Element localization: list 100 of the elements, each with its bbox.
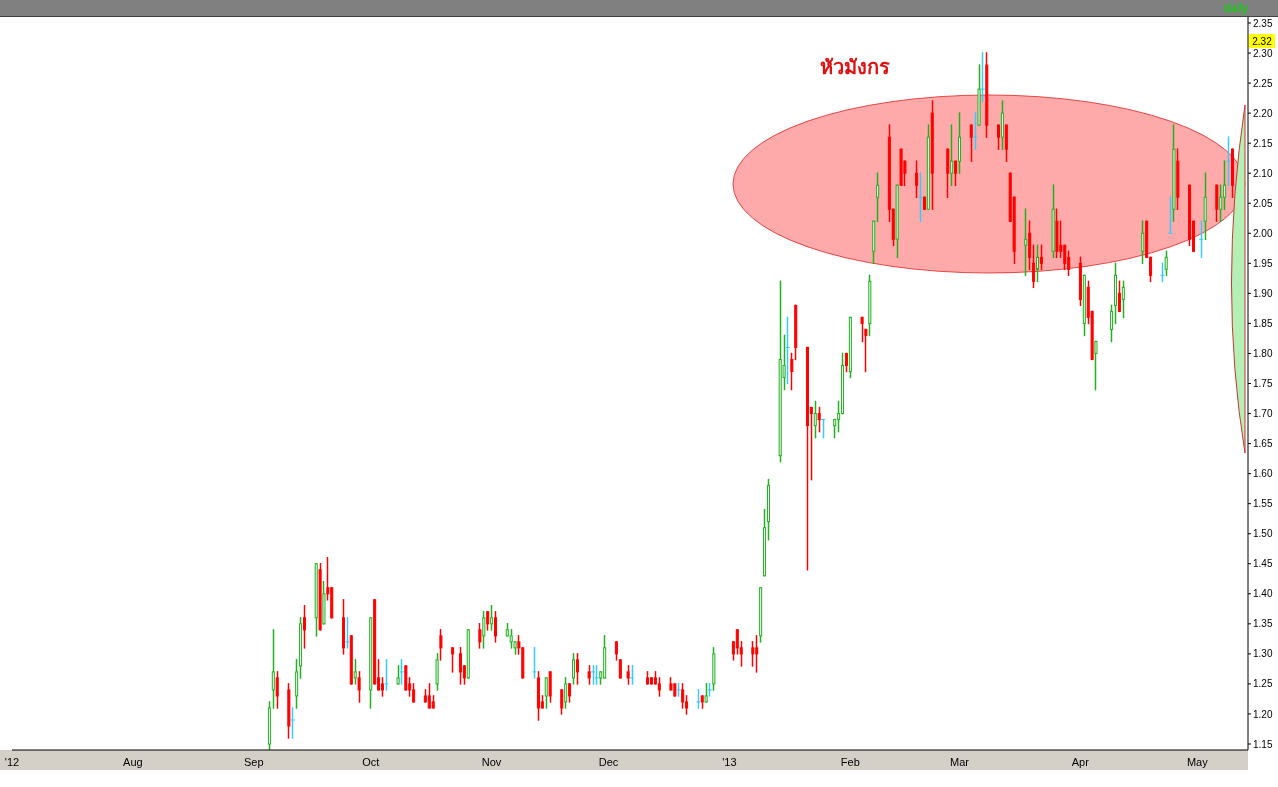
x-tick-label: May (1186, 755, 1209, 768)
candlestick (427, 683, 431, 709)
candlestick (1121, 280, 1125, 319)
candlestick (1094, 340, 1098, 391)
candlestick (1110, 304, 1114, 343)
candlestick (820, 418, 826, 439)
y-tick-label: 2.25 (1253, 77, 1273, 89)
candlestick (587, 665, 591, 685)
candlestick (1036, 244, 1039, 283)
candlestick (695, 689, 701, 709)
candlestick (478, 623, 482, 649)
x-tick-label: Apr (1071, 755, 1090, 768)
x-tick-label: Dec (598, 755, 619, 768)
candlestick (626, 665, 630, 685)
candlestick (650, 677, 653, 685)
candlestick (1063, 244, 1067, 271)
x-tick-label: Aug (123, 755, 143, 768)
y-tick-label: 1.50 (1253, 528, 1273, 540)
candlestick (486, 611, 490, 631)
x-tick-label: Sep (243, 755, 264, 768)
y-tick-label: 1.60 (1253, 468, 1273, 480)
candlestick (357, 671, 361, 703)
candlestick (572, 653, 576, 685)
candlestick (575, 653, 579, 685)
candlestick (844, 352, 848, 373)
chart-subtitle: daily (1223, 1, 1248, 15)
candlestick (735, 629, 739, 655)
candlestick (271, 629, 275, 709)
candlestick (972, 112, 978, 150)
annotation: 2.32 (1252, 35, 1273, 47)
candlestick (1113, 262, 1117, 325)
candlestick (1198, 220, 1204, 259)
y-tick-label: 1.20 (1253, 708, 1273, 720)
x-tick-label: '13 (722, 755, 737, 768)
candlestick (290, 707, 296, 739)
y-tick-label: 2.30 (1253, 47, 1273, 59)
y-tick-label: 2.00 (1253, 227, 1273, 239)
candlestick (790, 352, 794, 391)
candlestick (396, 665, 400, 685)
candlestick (980, 52, 986, 102)
y-tick-label: 1.35 (1253, 618, 1273, 630)
candlestick (383, 659, 389, 691)
candlestick (785, 316, 791, 385)
candlestick (399, 659, 405, 685)
x-tick-label: Feb (840, 755, 860, 768)
candlestick (954, 160, 958, 186)
candlestick (490, 605, 494, 631)
candlestick (560, 689, 564, 715)
y-tick-label: 1.55 (1253, 498, 1273, 510)
candlestick (1141, 220, 1145, 265)
candlestick (344, 617, 350, 649)
candlestick (532, 647, 538, 679)
candlestick (494, 611, 498, 643)
candlestick (564, 677, 568, 709)
x-tick-label: Mar (949, 755, 970, 768)
candlestick (876, 172, 880, 223)
y-tick-label: 1.95 (1253, 257, 1273, 269)
y-tick-label: 2.20 (1253, 107, 1273, 119)
candlestick (997, 124, 1001, 150)
candlestick (451, 647, 455, 673)
candlestick (864, 328, 868, 373)
candlestick (412, 683, 416, 703)
candlestick (1039, 244, 1043, 271)
candlestick (275, 671, 279, 709)
candlestick (681, 683, 685, 709)
candlestick (1024, 208, 1028, 277)
candlestick (969, 124, 973, 162)
candlestick (1159, 262, 1165, 283)
y-tick-label: 1.45 (1253, 558, 1273, 570)
candlestick (618, 659, 622, 679)
candlestick (950, 124, 954, 186)
y-tick-label: 1.15 (1253, 738, 1273, 750)
candlestick (568, 683, 572, 703)
candlestick (458, 647, 462, 685)
candlestick (1167, 196, 1173, 235)
y-tick-label: 2.05 (1253, 197, 1273, 209)
y-tick-label: 1.80 (1253, 348, 1273, 360)
candlestick (1164, 250, 1168, 277)
candlestick (704, 683, 708, 703)
candlestick (1223, 160, 1227, 211)
y-tick-label: 1.65 (1253, 438, 1273, 450)
candlestick (380, 677, 384, 697)
candlestick (817, 406, 821, 433)
candlestick (544, 677, 548, 709)
candlestick (590, 665, 596, 685)
y-tick-label: 1.90 (1253, 287, 1273, 299)
annotation: หัวมังกร (820, 54, 890, 81)
y-tick-label: 2.35 (1253, 17, 1273, 29)
y-tick-label: 2.15 (1253, 137, 1273, 149)
y-tick-label: 1.70 (1253, 408, 1273, 420)
candlestick (482, 611, 486, 649)
candlestick (614, 641, 618, 661)
candlestick (629, 665, 635, 685)
candlestick (915, 160, 919, 198)
y-tick-label: 1.40 (1253, 588, 1273, 600)
candlestick (751, 641, 755, 667)
candlestick (860, 316, 864, 343)
candlestick (755, 635, 759, 673)
y-tick-label: 1.75 (1253, 378, 1273, 390)
candlestick (353, 659, 357, 685)
